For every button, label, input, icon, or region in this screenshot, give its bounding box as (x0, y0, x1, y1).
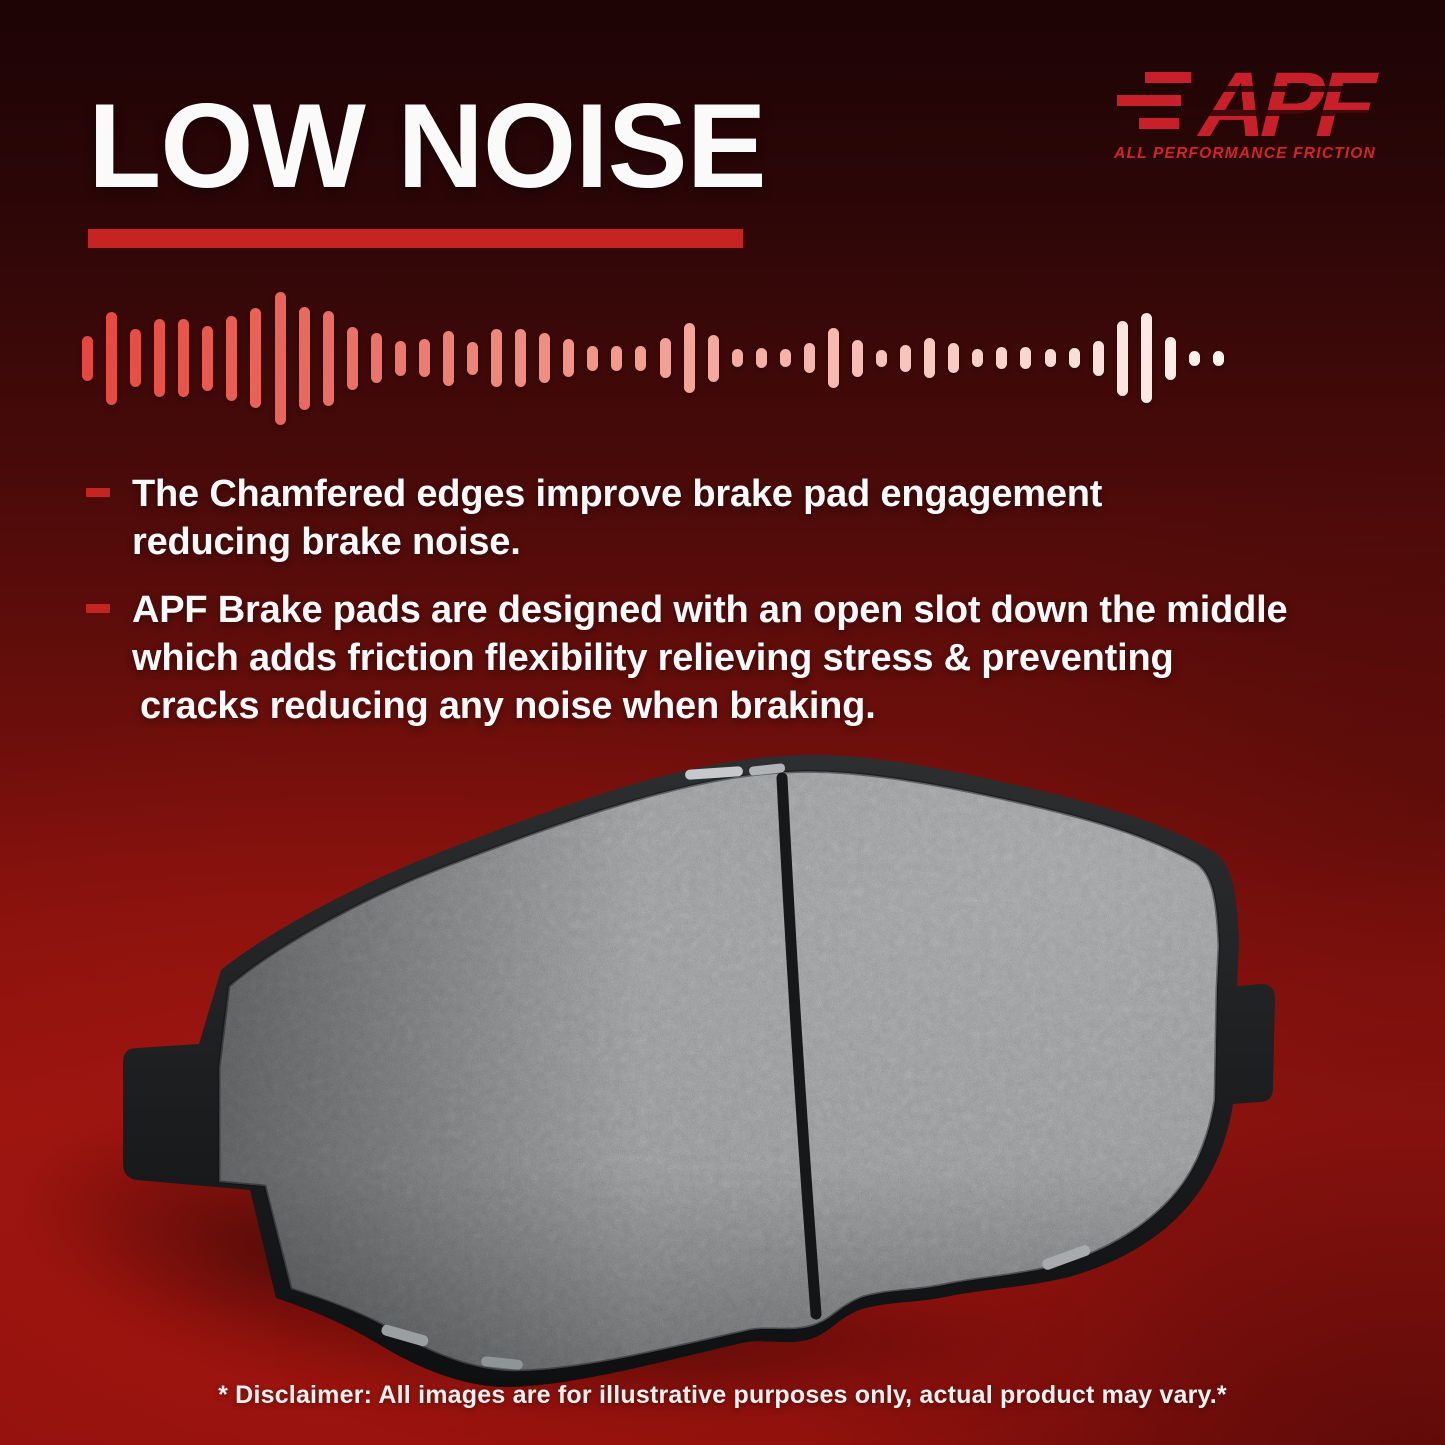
soundwave-bar (876, 349, 888, 367)
soundwave-bar (803, 343, 815, 373)
soundwave-bar (491, 329, 503, 387)
apf-logo-icon: APF (1190, 52, 1385, 155)
soundwave-bar (1044, 349, 1056, 367)
bullet-text-line: reducing brake noise. (132, 521, 521, 563)
bullet-text-line: cracks reducing any noise when braking. (140, 685, 876, 727)
soundwave-bar (418, 339, 430, 377)
bullet-dash-icon (86, 604, 110, 613)
soundwave-bar (707, 334, 719, 382)
soundwave-bar (82, 335, 93, 381)
soundwave-bar (515, 329, 527, 387)
soundwave-bar (731, 349, 743, 367)
soundwave-bar (274, 291, 286, 425)
friction-edge (217, 769, 1221, 1373)
soundwave-bar (322, 310, 334, 406)
abutment-clips (381, 763, 1091, 1370)
soundwave-bar (779, 349, 791, 367)
soundwave-bar (635, 345, 647, 371)
soundwave-bar (611, 345, 623, 371)
soundwave-bar (1068, 348, 1080, 368)
soundwave-bar (539, 333, 551, 383)
bullet-text-line: APF Brake pads are designed with an open… (132, 589, 1288, 631)
soundwave-bar (1188, 350, 1200, 366)
soundwave-bar (900, 344, 912, 372)
soundwave-bar (1116, 320, 1128, 396)
bullet-item: The Chamfered edges improve brake pad en… (86, 470, 1416, 566)
soundwave-bar (370, 333, 382, 383)
soundwave-bar (659, 338, 671, 378)
soundwave-bar (755, 348, 767, 368)
bullet-text-line: The Chamfered edges improve brake pad en… (132, 473, 1103, 515)
soundwave (82, 282, 1224, 434)
brand-tagline: ALL PERFORMANCE FRICTION (1113, 145, 1376, 162)
soundwave-bar (442, 330, 454, 386)
bullet-item: APF Brake pads are designed with an open… (86, 586, 1416, 730)
bullet-dash-icon (86, 488, 110, 497)
soundwave-bar (996, 347, 1008, 369)
bullet-text: APF Brake pads are designed with an open… (132, 586, 1288, 730)
soundwave-bar (467, 341, 478, 375)
brake-pad-image (123, 754, 1275, 1388)
soundwave-bar (250, 308, 262, 408)
soundwave-bar (1212, 350, 1224, 366)
soundwave-bar (1020, 347, 1032, 369)
soundwave-bar (346, 326, 358, 390)
soundwave-bar (948, 343, 960, 373)
soundwave-bar (852, 339, 863, 377)
soundwave-bar (563, 339, 575, 377)
center-slot (776, 772, 822, 1320)
bullet-text-line: which adds friction flexibility relievin… (132, 637, 1174, 679)
soundwave-bar (202, 325, 214, 391)
soundwave-bar (683, 323, 695, 393)
apf-logo: APF ALL PERFORMANCE FRICTION (1113, 52, 1385, 162)
soundwave-bar (298, 306, 310, 410)
logo-speed-cut (1185, 86, 1377, 92)
logo-speed-cut (1175, 110, 1377, 116)
apf-speed-lines-icon (1117, 72, 1191, 129)
soundwave-bar (1092, 340, 1104, 376)
apf-logo-text: APF (1190, 52, 1385, 155)
soundwave-bar (226, 315, 238, 401)
soundwave-bar (924, 338, 936, 378)
disclaimer-text: * Disclaimer: All images are for illustr… (218, 1381, 1227, 1409)
soundwave-bar (154, 319, 166, 397)
soundwave-bar (1140, 313, 1152, 403)
soundwave-bar (130, 329, 142, 387)
soundwave-bar (972, 349, 984, 367)
product-image-area (115, 738, 1425, 1398)
soundwave-bar (178, 319, 190, 397)
title-underline (88, 229, 743, 248)
bullet-text: The Chamfered edges improve brake pad en… (132, 470, 1102, 566)
soundwave-bar (587, 345, 599, 371)
page-title: LOW NOISE (88, 79, 767, 213)
soundwave-bar (106, 311, 118, 405)
soundwave-bar (827, 328, 839, 388)
soundwave-bar (1164, 336, 1176, 380)
soundwave-bar (394, 340, 406, 376)
